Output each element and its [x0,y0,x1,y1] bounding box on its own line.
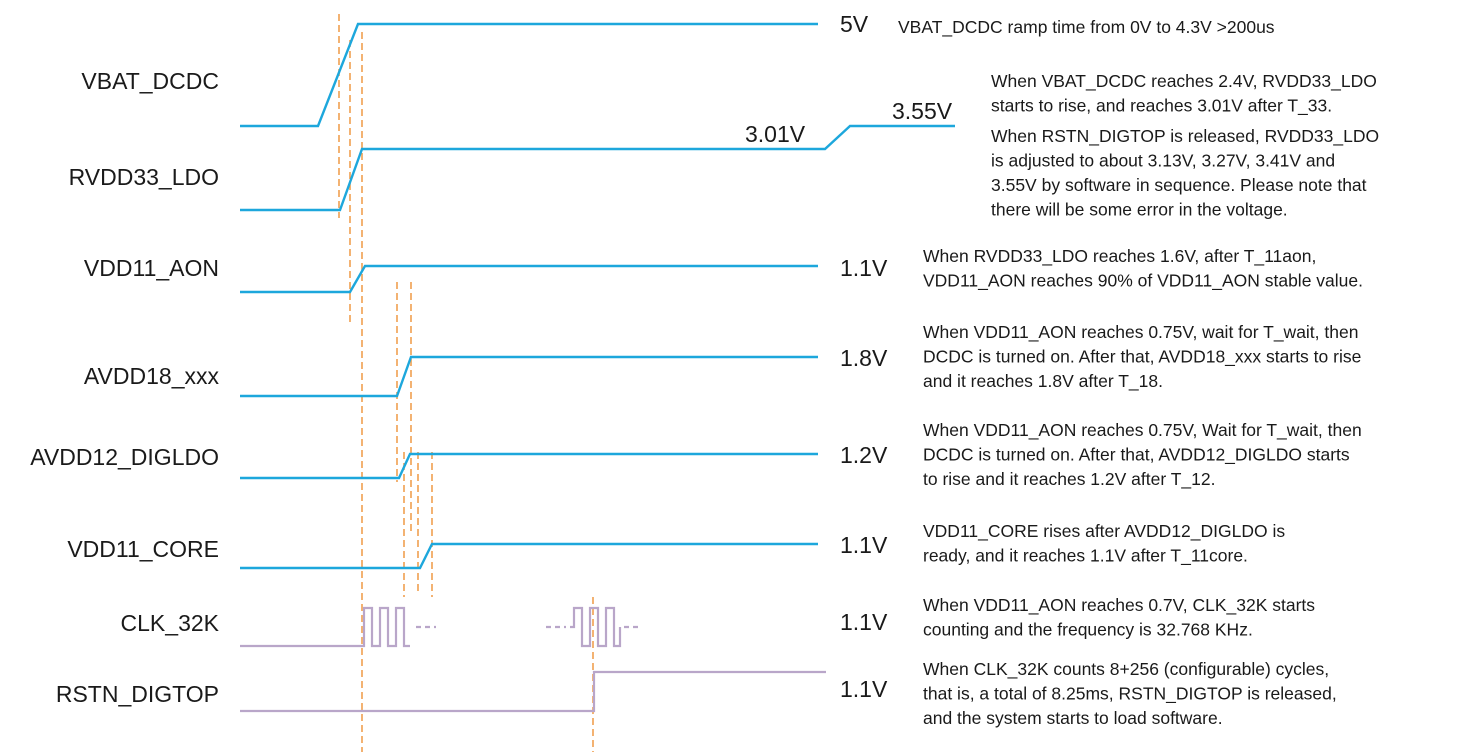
clk-final-cycles [570,606,622,648]
timing-markers [338,14,594,752]
note-line: to rise and it reaches 1.2V after T_12. [923,469,1215,490]
note-line: When VBAT_DCDC reaches 2.4V, RVDD33_LDO [991,71,1377,92]
label-vdd11-aon: VDD11_AON [84,255,219,281]
label-vdd11-core: VDD11_CORE [67,536,219,562]
note-line: VBAT_DCDC ramp time from 0V to 4.3V >200… [898,17,1275,38]
note-line: 3.55V by software in sequence. Please no… [991,175,1367,195]
waveform-rstn-digtop [240,670,826,713]
note-line: DCDC is turned on. After that, AVDD18_xx… [923,347,1361,368]
label-clk-32k: CLK_32K [121,610,220,636]
note-rvdd33-b: When RSTN_DIGTOP is released, RVDD33_LDO… [991,126,1384,220]
note-line: When VDD11_AON reaches 0.7V, CLK_32K sta… [923,595,1315,616]
note-line: When RSTN_DIGTOP is released, RVDD33_LDO [991,126,1379,147]
note-line: starts to rise, and reaches 3.01V after … [991,96,1332,117]
note-line: there will be some error in the voltage. [991,200,1288,220]
note-line: When VDD11_AON reaches 0.75V, Wait for T… [923,420,1362,441]
value-avdd18: 1.8V [840,345,888,371]
label-rstn-digtop: RSTN_DIGTOP [56,681,219,707]
note-line: counting and the frequency is 32.768 KHz… [923,620,1253,640]
note-rstn: When CLK_32K counts 8+256 (configurable)… [923,659,1342,728]
waveform-vdd11-core [240,542,818,570]
value-vdd11-aon: 1.1V [840,255,888,281]
note-line: that is, a total of 8.25ms, RSTN_DIGTOP … [923,684,1337,705]
signal-labels: VBAT_DCDC RVDD33_LDO VDD11_AON AVDD18_xx… [30,68,219,707]
note-line: When RVDD33_LDO reaches 1.6V, after T_11… [923,246,1316,267]
waveform-vbat-dcdc [240,22,818,128]
note-vdd11-aon: When RVDD33_LDO reaches 1.6V, after T_11… [923,246,1363,292]
value-clk-32k: 1.1V [840,609,888,635]
note-line: ready, and it reaches 1.1V after T_11cor… [923,546,1248,567]
description-notes: VBAT_DCDC ramp time from 0V to 4.3V >200… [898,17,1384,728]
waveform-avdd12-digldo [240,452,818,480]
label-avdd18: AVDD18_xxx [84,363,220,389]
note-line: VDD11_AON reaches 90% of VDD11_AON stabl… [923,271,1363,292]
note-avdd12: When VDD11_AON reaches 0.75V, Wait for T… [923,420,1367,490]
note-vbat: VBAT_DCDC ramp time from 0V to 4.3V >200… [898,17,1275,38]
note-clk32k: When VDD11_AON reaches 0.7V, CLK_32K sta… [923,595,1320,640]
value-vdd11-core: 1.1V [840,532,888,558]
note-line: and the system starts to load software. [923,708,1223,728]
voltage-values: 5V 3.55V 3.01V 1.1V 1.8V 1.2V 1.1V 1.1V … [745,11,953,702]
note-line: When VDD11_AON reaches 0.75V, wait for T… [923,322,1358,343]
note-line: VDD11_CORE rises after AVDD12_DIGLDO is [923,521,1285,542]
waveform-vdd11-aon [240,264,818,294]
note-line: When CLK_32K counts 8+256 (configurable)… [923,659,1329,680]
label-vbat-dcdc: VBAT_DCDC [81,68,219,94]
label-rvdd33-ldo: RVDD33_LDO [69,164,219,190]
waveform-clk-32k [240,606,642,648]
note-vdd11-core: VDD11_CORE rises after AVDD12_DIGLDO is … [923,521,1290,567]
note-line: is adjusted to about 3.13V, 3.27V, 3.41V… [991,151,1335,171]
waveform-rvdd33-ldo [240,124,955,212]
value-rvdd33-final: 3.55V [892,98,953,124]
clk-baseline [240,606,410,648]
value-vbat-dcdc: 5V [840,11,869,37]
value-avdd12-digldo: 1.2V [840,442,888,468]
note-avdd18: When VDD11_AON reaches 0.75V, wait for T… [923,322,1366,392]
note-line: and it reaches 1.8V after T_18. [923,371,1163,392]
note-line: DCDC is turned on. After that, AVDD12_DI… [923,445,1350,466]
waveform-avdd18 [240,355,818,398]
value-rstn-digtop: 1.1V [840,676,888,702]
label-avdd12-digldo: AVDD12_DIGLDO [30,444,219,470]
value-rvdd33-mid: 3.01V [745,121,806,147]
note-rvdd33-a: When VBAT_DCDC reaches 2.4V, RVDD33_LDO … [991,71,1382,117]
